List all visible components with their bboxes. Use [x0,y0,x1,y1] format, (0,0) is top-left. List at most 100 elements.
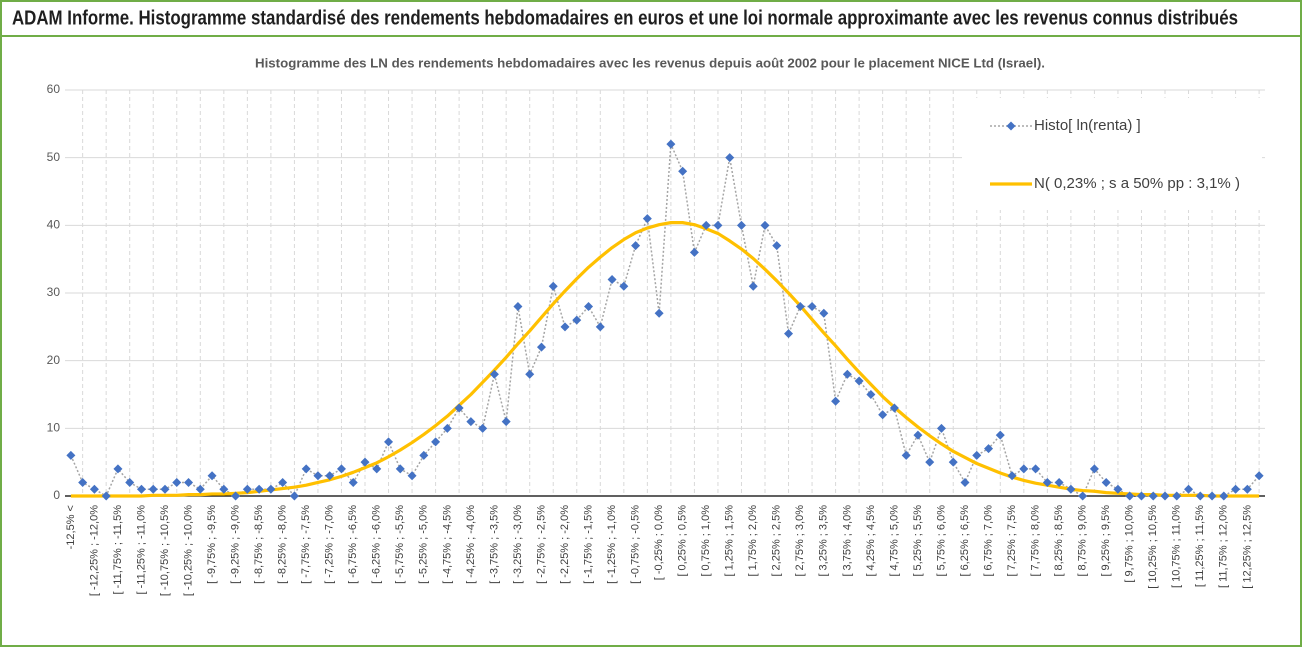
histo-point [666,139,676,149]
histo-point [1242,484,1252,494]
histo-point [548,281,558,291]
histo-point [1042,477,1052,487]
histo-point [784,329,794,339]
histo-point [348,477,358,487]
histo-point [772,241,782,251]
histo-point [984,444,994,454]
x-tick-label: [ 0,25% ; 0,5% [677,505,689,577]
histo-point [184,477,194,487]
x-tick-label: [ 0,75% ; 1,0% [700,505,712,577]
x-tick-label: [ 6,75% ; 7,0% [982,505,994,577]
histo-point [701,220,711,230]
x-tick-label: [ 9,75% ; 10,0% [1124,505,1136,583]
histo-point [948,457,958,467]
x-tick-label: [ 10,25% ; 10,5% [1147,505,1159,589]
histo-point [736,220,746,230]
histo-point [678,166,688,176]
histo-point [1148,491,1158,501]
histo-point [595,322,605,332]
x-tick-label: [ -8,75% ; -8,5% [253,505,265,584]
x-tick-label: [ -4,75% ; -4,5% [441,505,453,584]
histo-point [395,464,405,474]
histo-point [995,430,1005,440]
histo-point [925,457,935,467]
histo-point [242,484,252,494]
x-tick-label: [ 2,25% ; 2,5% [771,505,783,577]
histo-point [442,423,452,433]
histo-point [584,302,594,312]
x-tick-label: [ -6,25% ; -6,0% [371,505,383,584]
x-tick-label: [ -1,25% ; -1,0% [606,505,618,584]
histo-point [266,484,276,494]
histo-point [1066,484,1076,494]
x-tick-label: [ -5,75% ; -5,5% [394,505,406,584]
histo-point [913,430,923,440]
x-tick-label: [ 11,75% ; 12,0% [1218,505,1230,588]
histo-point [136,484,146,494]
histo-point [231,491,241,501]
histo-point [384,437,394,447]
x-tick-label: [ -2,75% ; -2,5% [535,505,547,584]
histo-point [1054,477,1064,487]
y-tick-label: 60 [47,82,61,96]
histo-point [819,308,829,318]
histo-point [525,369,535,379]
histo-point [478,423,488,433]
histo-point [1031,464,1041,474]
histo-point [607,274,617,284]
x-tick-label: [ 7,25% ; 7,5% [1006,505,1018,577]
histo-point [466,417,476,427]
histo-point [654,308,664,318]
histo-point [1019,464,1029,474]
histo-point [372,464,382,474]
x-tick-label: [ -11,75% ; -11,5% [112,505,124,595]
histo-point [419,450,429,460]
histo-point [1195,491,1205,501]
x-tick-label: [ -11,25% ; -11,0% [135,505,147,595]
y-tick-label: 30 [47,285,61,299]
histo-point [301,464,311,474]
histo-point [854,376,864,386]
histo-point [172,477,182,487]
histo-point [254,484,264,494]
x-tick-label: [ -3,75% ; -3,5% [488,505,500,584]
histo-point [1007,471,1017,481]
histo-point [195,484,205,494]
histo-point [831,396,841,406]
histo-point [642,214,652,224]
histo-point [1113,484,1123,494]
x-tick-label: [ -3,25% ; -3,0% [512,505,524,584]
legend-box [962,98,1262,210]
legend-label: Histo[ ln(renta) ] [1034,117,1141,134]
x-tick-label: [ -6,75% ; -6,5% [347,505,359,584]
x-tick-label: [ 11,25% ; 11,5% [1194,505,1206,587]
histo-point [489,369,499,379]
x-tick-label: [ 4,75% ; 5,0% [888,505,900,577]
histo-point [1125,491,1135,501]
x-tick-label: [ 1,75% ; 2,0% [747,505,759,577]
histo-point [66,450,76,460]
histo-point [619,281,629,291]
histo-point [431,437,441,447]
histo-point [454,403,464,413]
histo-point [1172,491,1182,501]
histo-point [1078,491,1088,501]
x-tick-label: [ -7,25% ; -7,0% [324,505,336,584]
x-tick-label: [ -0,25% ; 0,0% [653,505,665,580]
histo-point [760,220,770,230]
chart-title: ADAM Informe. Histogramme standardisé de… [12,7,1238,29]
histo-point [560,322,570,332]
x-tick-label: [ -12,25% ; -12,0% [88,505,100,596]
histo-point [1231,484,1241,494]
histo-point [313,471,323,481]
histo-point [325,471,335,481]
x-tick-label: [ -0,75% ; -0,5% [629,505,641,584]
x-tick-label: [ -2,25% ; -2,0% [559,505,571,584]
histo-point [89,484,99,494]
legend-marker [1006,121,1016,131]
histo-point [360,457,370,467]
x-tick-label: [ -10,75% ; -10,5% [159,505,171,596]
y-tick-label: 20 [47,353,61,367]
x-tick-label: [ 3,75% ; 4,0% [841,505,853,577]
